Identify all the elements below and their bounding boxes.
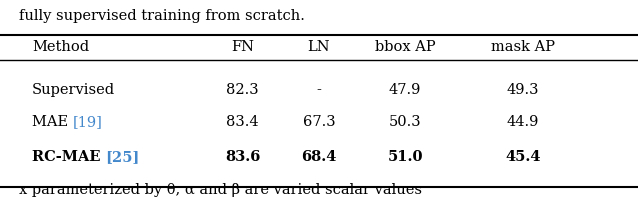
Text: bbox AP: bbox AP [375,40,436,54]
Text: [25]: [25] [105,150,140,164]
Text: FN: FN [231,40,254,54]
Text: Method: Method [32,40,89,54]
Text: 82.3: 82.3 [226,83,259,97]
Text: x parameterized by θ, α and β are varied scalar values: x parameterized by θ, α and β are varied… [19,183,422,197]
Text: fully supervised training from scratch.: fully supervised training from scratch. [19,9,305,23]
Text: 51.0: 51.0 [387,150,423,164]
Text: 50.3: 50.3 [389,115,422,129]
Text: [19]: [19] [73,115,103,129]
Text: 83.6: 83.6 [225,150,260,164]
Text: 45.4: 45.4 [505,150,541,164]
Text: Supervised: Supervised [32,83,115,97]
Text: 68.4: 68.4 [301,150,337,164]
Text: LN: LN [308,40,330,54]
Text: 49.3: 49.3 [507,83,539,97]
Text: MAE: MAE [32,115,73,129]
Text: 44.9: 44.9 [507,115,539,129]
Text: mask AP: mask AP [491,40,555,54]
Text: RC-MAE: RC-MAE [32,150,105,164]
Text: 67.3: 67.3 [302,115,336,129]
Text: 83.4: 83.4 [226,115,259,129]
Text: 47.9: 47.9 [389,83,421,97]
Text: -: - [316,83,322,97]
